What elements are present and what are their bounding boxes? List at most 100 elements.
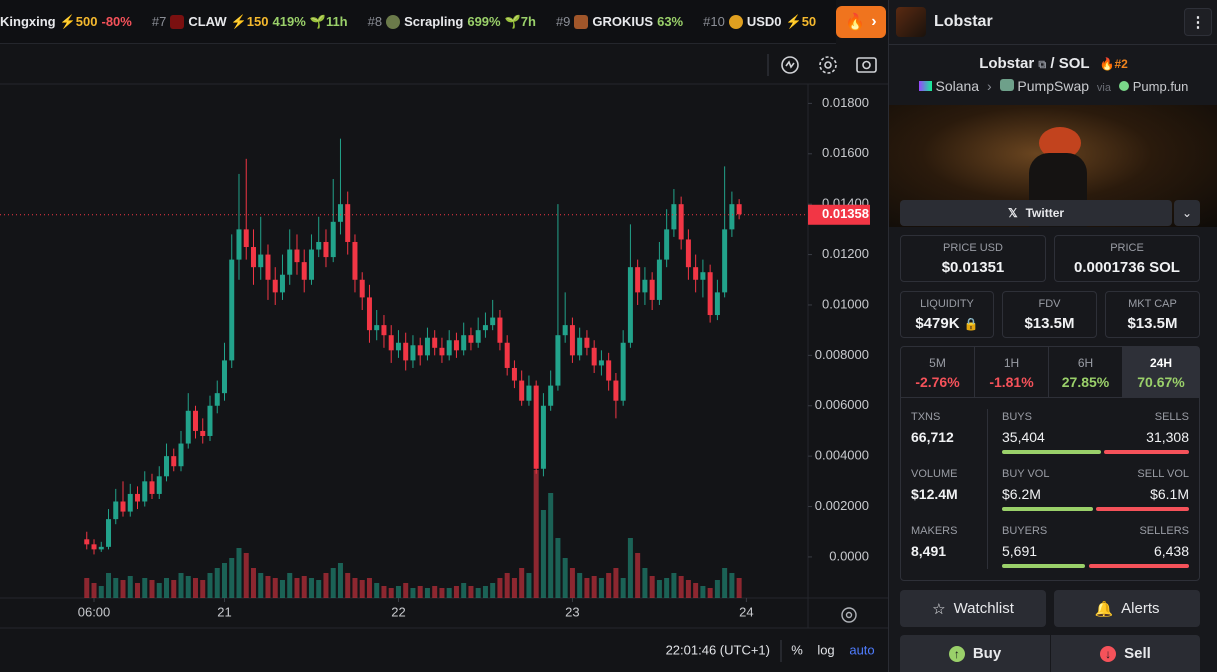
tab-1h[interactable]: 1H -1.81% [975,347,1049,397]
token-panel: Lobstar ⋮ Lobstar ⧉ / SOL 🔥#2 Solana › P… [888,0,1217,672]
buyers-bar [1002,564,1085,568]
dex[interactable]: PumpSwap [1017,78,1090,94]
volume-value: $12.4M [911,486,958,502]
candle-body [156,476,162,494]
candle-body [693,267,699,280]
candle-body [178,443,184,467]
launchpad-icon [1118,81,1129,91]
candle-body [577,337,583,356]
volume-bar [243,553,249,598]
volume-bar [395,586,401,598]
base-symbol: Lobstar [979,55,1035,72]
candle-body [185,410,191,444]
value: $13.5M [1024,315,1075,332]
volume-bar [374,583,380,598]
volume-bar [540,510,546,598]
candle-body [555,335,561,386]
buyers-value: 5,691 [1002,543,1038,559]
candle-body [272,279,278,293]
candle-body [664,229,670,260]
volume-bar [323,573,329,598]
volume-bar [381,586,387,598]
volume-bar [316,580,322,598]
candle-body [294,249,300,263]
volume-bar [171,580,177,598]
pair-separator: / [1050,55,1055,72]
percent-toggle[interactable]: % [791,642,803,657]
boost: ⚡50 [785,13,817,29]
pair-row: Lobstar ⧉ / SOL 🔥#2 [889,55,1217,72]
ticker-item[interactable]: Kingxing ⚡500 -80% [0,14,132,30]
x-tick-label: 06:00 [78,604,111,619]
volume-bar [620,578,626,598]
screenshot-icon[interactable] [856,57,877,73]
candle-body [540,405,546,469]
plot [84,138,742,598]
sells-label: SELLS [1154,411,1189,423]
candle-body [649,279,655,300]
candle-body [707,272,713,316]
quote-symbol: SOL [1058,55,1090,72]
sell-icon: ↓ [1100,645,1117,662]
candle-body [98,546,104,550]
rank-value: #2 [1114,57,1128,71]
auto-toggle[interactable]: auto [849,642,874,657]
log-toggle[interactable]: log [817,642,834,657]
volume-bar [693,583,699,598]
volume-bar [214,568,220,598]
copy-icon[interactable]: ⧉ [1038,59,1047,71]
chain[interactable]: Solana [935,78,980,94]
mkt-cap-box: MKT CAP $13.5M [1105,291,1200,338]
watchlist-button[interactable]: ☆ Watchlist [900,590,1046,627]
boost-value: 150 [246,13,269,29]
volume-bar [345,573,351,598]
ticker-item[interactable]: #10 USD0 ⚡50 [703,14,816,30]
makers-label: MAKERS [911,525,958,537]
candle-body [330,221,336,258]
tab-label: 24H [1149,356,1172,370]
candle-body [214,393,220,406]
candle-body [106,519,112,547]
buys-value: 35,404 [1002,429,1045,445]
time-settings-icon[interactable] [841,607,857,623]
volume-bar [359,580,365,598]
settings-icon[interactable] [819,56,837,74]
price-usd-box: PRICE USD $0.01351 [900,235,1046,282]
socials-expand[interactable]: ⌄ [1174,200,1200,226]
candle-body [279,274,285,293]
menu-button[interactable]: ⋮ [1184,8,1212,36]
launchpad[interactable]: Pump.fun [1132,79,1189,94]
volume-bar [294,578,300,598]
tab-divider [901,397,1199,398]
txns-label: TXNS [911,411,941,423]
indicator-icon[interactable] [781,56,799,74]
liquidity-box: LIQUIDITY $479K 🔒 [900,291,994,338]
volume-bar [178,573,184,598]
tab-24h[interactable]: 24H 70.67% [1123,347,1199,397]
candle-body [265,254,271,280]
ticker-item[interactable]: #9 GROKIUS 63% [556,14,683,29]
label: FDV [1038,298,1061,310]
buy-button[interactable]: ↑ Buy [900,635,1050,672]
rank: #10 [703,14,725,29]
lock-icon: 🔒 [963,317,979,331]
sell-button[interactable]: ↓ Sell [1051,635,1200,672]
txns-value: 66,712 [911,429,954,445]
token-name: CLAW [188,14,227,29]
alerts-button[interactable]: 🔔 Alerts [1054,590,1200,627]
y-tick-label: 0.01600 [822,145,869,160]
ticker-item[interactable]: #8 Scrapling 699% 🌱7h [368,14,536,30]
token-name: USD0 [746,14,782,29]
tab-5m[interactable]: 5M -2.76% [901,347,975,397]
candle-body [91,544,97,550]
ticker-item[interactable]: #7 CLAW ⚡150 419% 🌱11h [152,14,348,30]
star-icon: ☆ [932,600,946,618]
tab-change: 27.85% [1061,374,1110,390]
tab-6h[interactable]: 6H 27.85% [1049,347,1123,397]
twitter-label: Twitter [1025,206,1065,220]
tab-label: 6H [1077,356,1094,370]
candle-body [308,249,314,280]
twitter-button[interactable]: 𝕏 Twitter [900,200,1172,226]
via: via [1096,82,1111,94]
trending-button[interactable]: 🔥 › [836,6,886,38]
